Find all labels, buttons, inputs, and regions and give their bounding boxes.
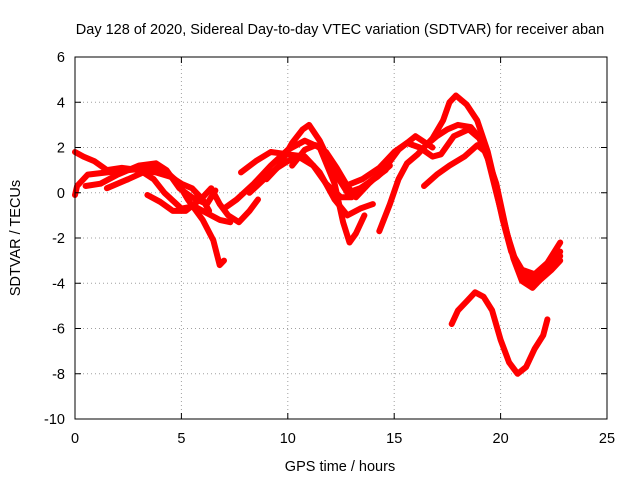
series-layer	[72, 92, 564, 377]
series-line	[448, 289, 551, 377]
y-tick-label: 0	[57, 186, 65, 202]
series-line	[72, 149, 213, 214]
y-tick-label: -10	[44, 412, 65, 428]
y-tick-label: -8	[52, 367, 65, 383]
x-tick-label: 20	[493, 431, 509, 447]
series-line	[376, 92, 564, 291]
chart-title: Day 128 of 2020, Sidereal Day-to-day VTE…	[76, 22, 604, 38]
x-tick-label: 25	[599, 431, 615, 447]
x-tick-label: 5	[177, 431, 185, 447]
y-tick-label: 4	[57, 95, 65, 111]
y-tick-label: 2	[57, 141, 65, 157]
series-line	[103, 169, 234, 226]
x-tick-label: 0	[71, 431, 79, 447]
y-tick-label: 6	[57, 50, 65, 66]
y-axis-label: SDTVAR / TECUs	[8, 180, 24, 296]
x-axis-label: GPS time / hours	[285, 459, 395, 475]
axis-ticks: 0 5 10 15 20 25 -10 -8 -6 -4 -2 0 2 4 6	[44, 50, 615, 447]
series-line	[342, 126, 564, 282]
x-tick-label: 10	[280, 431, 296, 447]
y-tick-label: -2	[52, 231, 65, 247]
y-tick-label: -6	[52, 322, 65, 338]
y-tick-label: -4	[52, 276, 65, 292]
x-tick-label: 15	[386, 431, 402, 447]
series-line	[144, 185, 261, 226]
series-line	[421, 142, 564, 287]
